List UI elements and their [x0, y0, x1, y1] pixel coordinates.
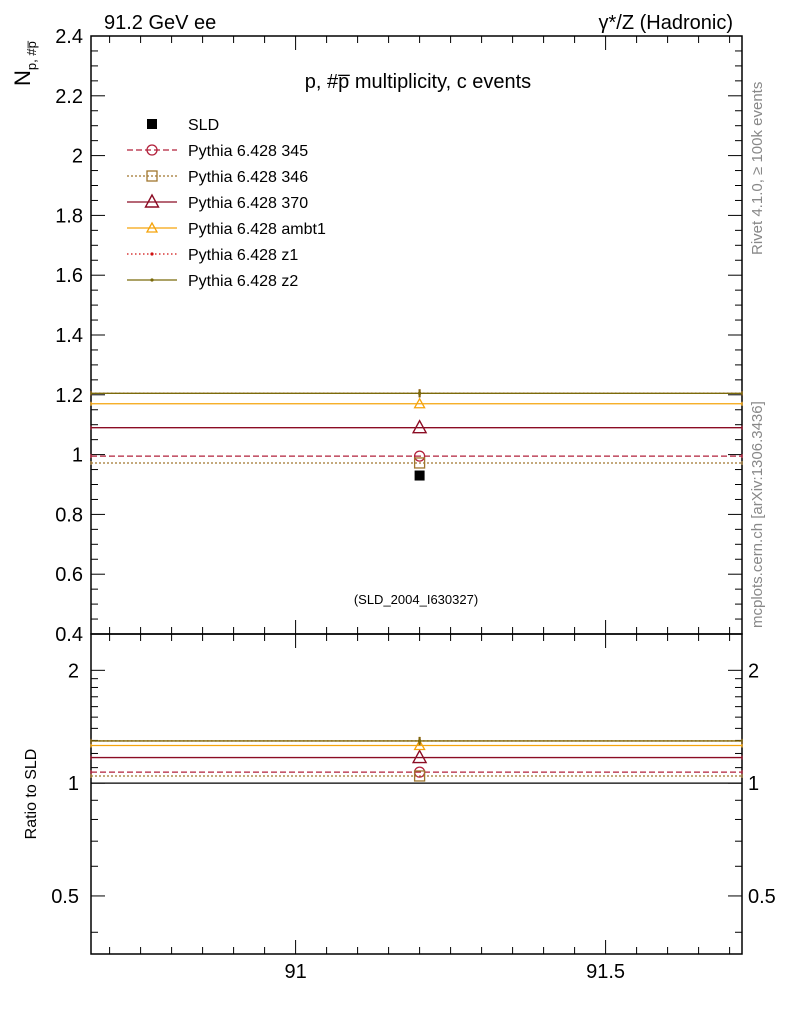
ratio-series-marker [413, 739, 426, 751]
legend-label: Pythia 6.428 345 [188, 143, 308, 160]
ratio-plot-frame [90, 633, 743, 955]
x-tick-label: 91.5 [586, 961, 625, 983]
legend-marker [150, 278, 154, 282]
main-plot-panel: 0.4 0.6 0.8 1 1.2 1.4 1.6 1.8 2 2.2 2.4 p, #p̅ mul… [55, 26, 743, 646]
plot-title: p, #p̅ multiplicity, c events [305, 71, 531, 93]
legend-marker [145, 221, 159, 233]
y-tick-label: 0.8 [55, 504, 83, 526]
analysis-id-label: (SLD_2004_I630327) [354, 592, 478, 607]
legend: SLD Pythia 6.428 345 Pythia 6.428 346 Pythi… [127, 117, 326, 290]
legend-marker [146, 144, 158, 156]
energy-label: 91.2 GeV ee [104, 12, 216, 34]
legend-label: Pythia 6.428 ambt1 [188, 221, 326, 238]
legend-marker [146, 170, 158, 182]
ratio-series-layer [90, 736, 743, 782]
process-label: γ*/Z (Hadronic) [599, 12, 733, 34]
legend-marker [150, 252, 154, 256]
svg-text:Np, #p̅: Np, #p̅ [10, 41, 39, 86]
y-tick-label: 1 [72, 445, 83, 467]
y-tick-label: 2.2 [55, 86, 83, 108]
data-point [414, 470, 425, 481]
y-tick-label: 2.4 [55, 26, 83, 48]
y-tick-label: 1.6 [55, 265, 83, 287]
main-series-layer [90, 389, 743, 481]
ratio-x-axis: 91 91.5 [109, 634, 731, 983]
ratio-y-tick-label: 1 [68, 773, 79, 795]
y-tick-label: 1.4 [55, 325, 83, 347]
y-tick-label: 2 [72, 146, 83, 168]
ratio-y-axis-label: Ratio to SLD [23, 749, 40, 840]
ratio-series-marker [413, 770, 426, 782]
ratio-series-marker [411, 749, 428, 764]
y-tick-label: 0.4 [55, 624, 83, 646]
ratio-y-tick-label-right: 1 [748, 773, 759, 795]
legend-label: Pythia 6.428 346 [188, 169, 308, 186]
y-axis-label: N [10, 70, 35, 86]
main-x-axis [109, 36, 731, 634]
legend-marker [144, 193, 160, 208]
ratio-y-tick-label-right: 0.5 [748, 886, 776, 908]
ratio-plot-panel: 0.5 0.5 1 1 2 2 91 91.5 [51, 633, 776, 983]
ratio-y-tick-label: 0.5 [51, 886, 79, 908]
series-marker [413, 457, 426, 469]
series-marker [413, 397, 426, 409]
legend-label: SLD [188, 117, 219, 134]
ratio-y-axis: 0.5 0.5 1 1 2 2 [51, 660, 776, 933]
ratio-y-tick-label-right: 2 [748, 660, 759, 682]
y-tick-label: 1.8 [55, 205, 83, 227]
y-tick-label: 0.6 [55, 564, 83, 586]
legend-label: Pythia 6.428 z1 [188, 247, 298, 264]
legend-marker [147, 119, 157, 129]
legend-label: Pythia 6.428 z2 [188, 273, 298, 290]
mcplots-label: mcplots.cern.ch [arXiv:1306.3436] [749, 401, 766, 628]
x-tick-label: 91 [284, 961, 306, 983]
series-marker [413, 450, 426, 462]
main-y-axis: 0.4 0.6 0.8 1 1.2 1.4 1.6 1.8 2 2.2 2.4 [55, 26, 742, 646]
main-y-axis-title: Np, #p̅ [10, 41, 39, 86]
y-axis-label-subscript: p, #p̅ [24, 41, 39, 70]
series-marker [411, 419, 428, 434]
rivet-version-label: Rivet 4.1.0, ≥ 100k events [749, 82, 766, 255]
legend-label: Pythia 6.428 370 [188, 195, 308, 212]
y-tick-label: 1.2 [55, 385, 83, 407]
series-marker [418, 391, 422, 395]
ratio-series-marker [418, 739, 422, 743]
ratio-y-tick-label: 2 [68, 660, 79, 682]
